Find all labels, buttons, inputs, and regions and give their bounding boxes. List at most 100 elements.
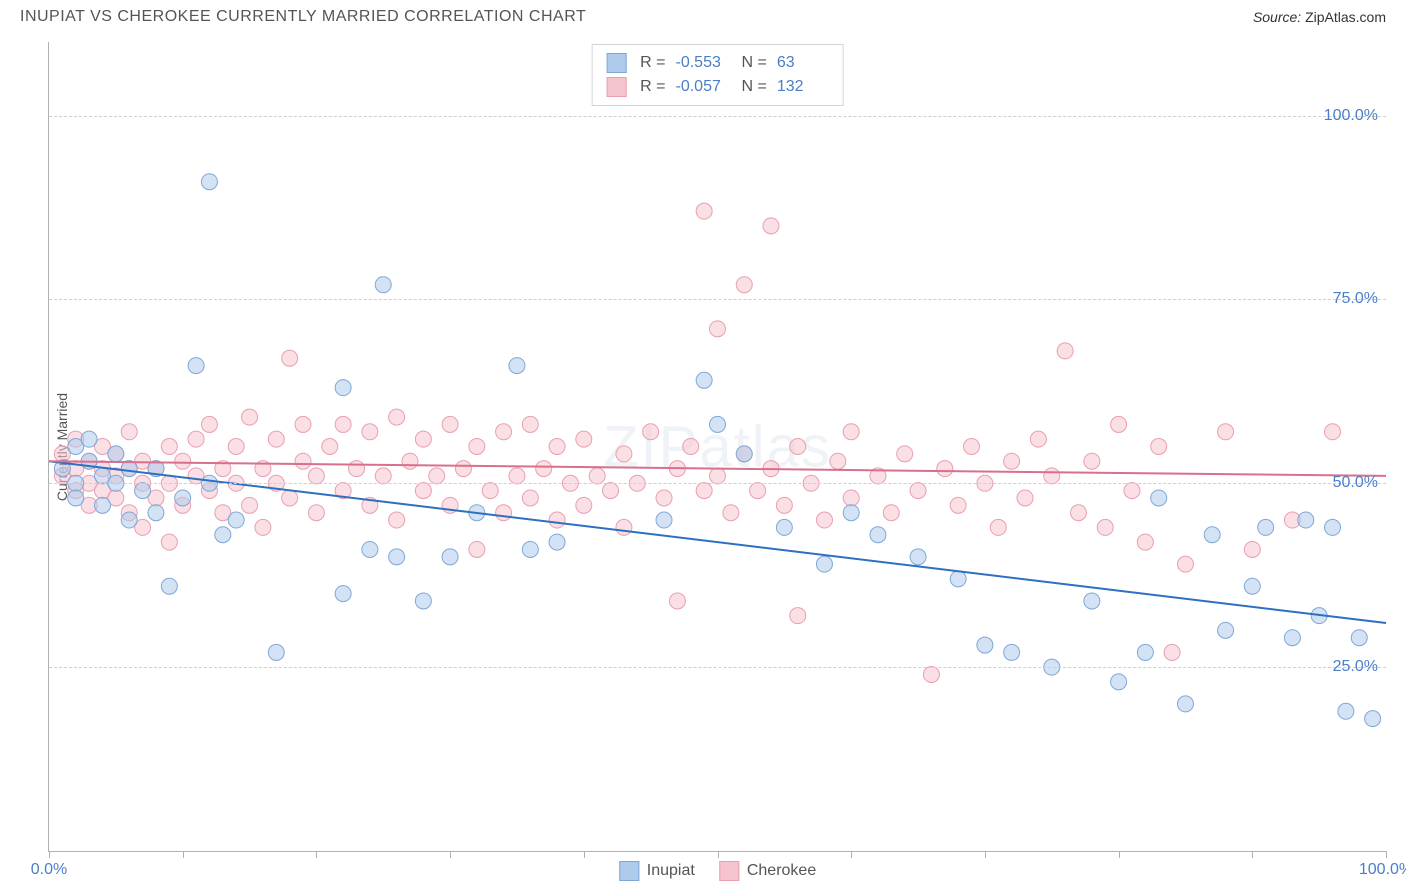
data-point bbox=[282, 490, 298, 506]
swatch-cherokee bbox=[606, 77, 626, 97]
data-point bbox=[536, 461, 552, 477]
data-point bbox=[843, 424, 859, 440]
data-point bbox=[161, 534, 177, 550]
x-tick bbox=[450, 851, 451, 858]
legend-row-cherokee: R = -0.057 N = 132 bbox=[606, 75, 829, 99]
chart-title: INUPIAT VS CHEROKEE CURRENTLY MARRIED CO… bbox=[20, 8, 586, 26]
data-point bbox=[897, 446, 913, 462]
data-point bbox=[188, 431, 204, 447]
r-value-cherokee: -0.057 bbox=[676, 75, 728, 99]
data-point bbox=[148, 505, 164, 521]
x-label-max: 100.0% bbox=[1359, 861, 1406, 879]
data-point bbox=[335, 586, 351, 602]
data-point bbox=[1218, 424, 1234, 440]
data-point bbox=[1204, 527, 1220, 543]
data-point bbox=[255, 519, 271, 535]
data-point bbox=[322, 439, 338, 455]
data-point bbox=[295, 453, 311, 469]
data-point bbox=[643, 424, 659, 440]
data-point bbox=[268, 644, 284, 660]
data-point bbox=[161, 578, 177, 594]
data-point bbox=[616, 446, 632, 462]
data-point bbox=[1017, 490, 1033, 506]
data-point bbox=[375, 277, 391, 293]
data-point bbox=[1218, 622, 1234, 638]
data-point bbox=[883, 505, 899, 521]
data-point bbox=[362, 541, 378, 557]
x-tick bbox=[718, 851, 719, 858]
data-point bbox=[1177, 556, 1193, 572]
data-point bbox=[308, 468, 324, 484]
data-point bbox=[816, 512, 832, 528]
data-point bbox=[1244, 578, 1260, 594]
data-point bbox=[509, 468, 525, 484]
data-point bbox=[1244, 541, 1260, 557]
data-point bbox=[710, 468, 726, 484]
data-point bbox=[763, 218, 779, 234]
data-point bbox=[843, 505, 859, 521]
data-point bbox=[990, 519, 1006, 535]
data-point bbox=[496, 505, 512, 521]
data-point bbox=[429, 468, 445, 484]
data-point bbox=[910, 483, 926, 499]
data-point bbox=[349, 461, 365, 477]
gridline bbox=[49, 483, 1386, 484]
data-point bbox=[1325, 519, 1341, 535]
legend-label-cherokee: Cherokee bbox=[747, 862, 816, 880]
data-point bbox=[201, 174, 217, 190]
data-point bbox=[1084, 593, 1100, 609]
data-point bbox=[1284, 630, 1300, 646]
data-point bbox=[776, 497, 792, 513]
data-point bbox=[870, 527, 886, 543]
data-point bbox=[268, 431, 284, 447]
scatter-svg bbox=[49, 42, 1386, 851]
chart-container: Currently Married ZIPatlas R = -0.553 N … bbox=[10, 42, 1386, 852]
r-label: R = bbox=[640, 51, 665, 75]
data-point bbox=[135, 483, 151, 499]
data-point bbox=[656, 490, 672, 506]
data-point bbox=[295, 416, 311, 432]
data-point bbox=[696, 483, 712, 499]
x-tick bbox=[851, 851, 852, 858]
data-point bbox=[1084, 453, 1100, 469]
data-point bbox=[282, 350, 298, 366]
data-point bbox=[242, 409, 258, 425]
data-point bbox=[415, 593, 431, 609]
data-point bbox=[710, 416, 726, 432]
y-tick-label: 50.0% bbox=[1333, 474, 1378, 492]
data-point bbox=[1258, 519, 1274, 535]
data-point bbox=[843, 490, 859, 506]
data-point bbox=[977, 637, 993, 653]
data-point bbox=[308, 505, 324, 521]
data-point bbox=[656, 512, 672, 528]
data-point bbox=[710, 321, 726, 337]
data-point bbox=[790, 608, 806, 624]
x-tick bbox=[1386, 851, 1387, 858]
data-point bbox=[1124, 483, 1140, 499]
legend-label-inupiat: Inupiat bbox=[647, 862, 695, 880]
data-point bbox=[1338, 703, 1354, 719]
n-label: N = bbox=[742, 51, 767, 75]
data-point bbox=[683, 439, 699, 455]
y-tick-label: 75.0% bbox=[1333, 290, 1378, 308]
data-point bbox=[589, 468, 605, 484]
data-point bbox=[1151, 490, 1167, 506]
data-point bbox=[68, 490, 84, 506]
legend-item-inupiat: Inupiat bbox=[619, 861, 695, 881]
data-point bbox=[549, 512, 565, 528]
x-tick bbox=[584, 851, 585, 858]
data-point bbox=[1325, 424, 1341, 440]
data-point bbox=[389, 409, 405, 425]
legend-row-inupiat: R = -0.553 N = 63 bbox=[606, 51, 829, 75]
data-point bbox=[415, 431, 431, 447]
data-point bbox=[1177, 696, 1193, 712]
data-point bbox=[1351, 630, 1367, 646]
data-point bbox=[576, 497, 592, 513]
data-point bbox=[161, 439, 177, 455]
series-legend: Inupiat Cherokee bbox=[619, 861, 816, 881]
data-point bbox=[1004, 453, 1020, 469]
data-point bbox=[616, 519, 632, 535]
x-tick bbox=[49, 851, 50, 858]
data-point bbox=[108, 446, 124, 462]
swatch-cherokee bbox=[719, 861, 739, 881]
